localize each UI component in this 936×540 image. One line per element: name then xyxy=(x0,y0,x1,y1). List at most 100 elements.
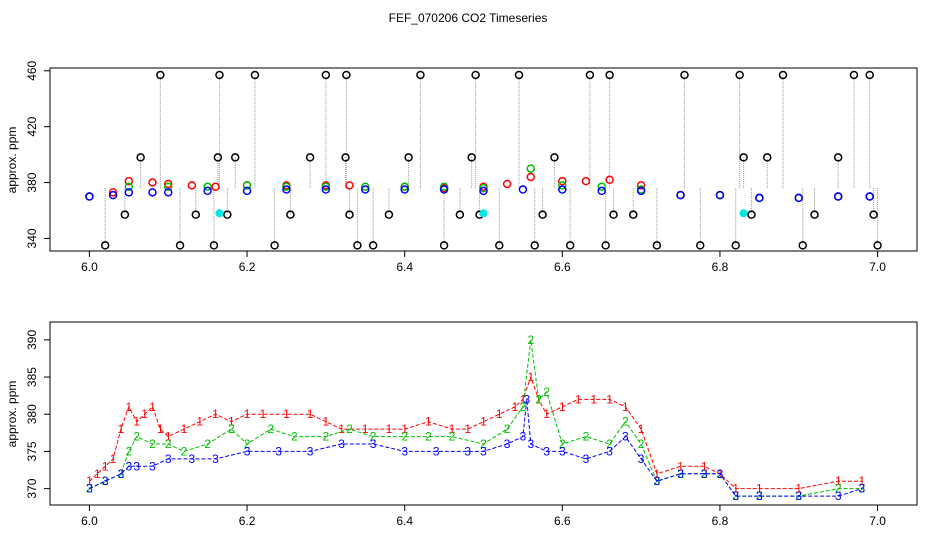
series-outliers-point xyxy=(404,153,413,162)
series-3-point xyxy=(242,186,252,196)
series-3-label: 3 xyxy=(717,467,724,481)
series-3-label: 3 xyxy=(125,459,132,473)
series-3-point xyxy=(715,190,725,200)
series-1-label: 1 xyxy=(654,467,661,481)
series-outliers-point xyxy=(731,241,740,250)
series-3-label: 3 xyxy=(520,430,527,444)
series-2-label: 2 xyxy=(204,437,211,451)
series-outliers-point xyxy=(305,153,315,162)
series-outliers-point xyxy=(869,210,878,219)
series-1-point xyxy=(502,179,512,189)
x-tick-label: 6.4 xyxy=(396,260,413,274)
x-tick-label: 6.4 xyxy=(396,514,413,528)
series-outliers-point xyxy=(495,241,504,250)
series-outliers-point xyxy=(585,70,595,80)
series-1-label: 1 xyxy=(559,400,566,414)
series-1-label: 1 xyxy=(149,400,156,414)
series-outliers-point xyxy=(605,70,614,80)
series-3-label: 3 xyxy=(654,474,661,488)
x-tick-label: 6.2 xyxy=(239,260,256,274)
x-tick-label: 6.2 xyxy=(239,514,256,528)
series-1-label: 1 xyxy=(102,459,109,473)
series-1-label: 1 xyxy=(133,415,140,429)
series-3-point xyxy=(558,185,567,194)
highlight-point xyxy=(215,209,224,218)
series-1-label: 1 xyxy=(338,422,345,436)
series-2-label: 2 xyxy=(835,482,842,496)
series-3-label: 3 xyxy=(858,482,865,496)
series-outliers-point xyxy=(865,70,874,80)
x-tick-label: 6.0 xyxy=(81,260,98,274)
series-2-point xyxy=(526,164,536,173)
series-1-label: 1 xyxy=(449,422,456,436)
series-1-label: 1 xyxy=(701,459,708,473)
series-3-label: 3 xyxy=(401,444,408,458)
series-3-label: 3 xyxy=(480,444,487,458)
series-3-label: 3 xyxy=(524,392,531,406)
series-outliers-point xyxy=(209,241,219,250)
series-outliers-point xyxy=(530,241,539,250)
series-outliers-point xyxy=(798,241,807,250)
series-2-label: 2 xyxy=(559,437,566,451)
series-2-point xyxy=(124,182,134,191)
series-2-label: 2 xyxy=(527,333,534,347)
series-2-point xyxy=(163,182,173,191)
series-3-point xyxy=(108,190,118,200)
series-3-label: 3 xyxy=(370,437,377,451)
series-3-point xyxy=(439,185,449,194)
series-1-label: 1 xyxy=(575,392,582,406)
series-2-label: 2 xyxy=(677,467,684,481)
series-2-point xyxy=(242,181,252,190)
series-outliers-point xyxy=(175,241,185,250)
series-1-label: 1 xyxy=(732,482,739,496)
series-outliers-point xyxy=(384,210,394,219)
series-1-label: 1 xyxy=(283,407,290,421)
x-tick-label: 6.6 xyxy=(554,260,571,274)
series-3-label: 3 xyxy=(795,489,802,503)
series-1-point xyxy=(558,176,567,186)
series-3-point xyxy=(479,186,488,196)
series-2-label: 2 xyxy=(504,422,511,436)
series-3-label: 3 xyxy=(244,444,251,458)
bottom-plot-frame xyxy=(49,321,918,506)
series-1-label: 1 xyxy=(512,400,519,414)
series-2-label: 2 xyxy=(638,437,645,451)
y-tick-label: 340 xyxy=(25,228,39,248)
series-1-point xyxy=(581,176,591,186)
series-1-label: 1 xyxy=(125,400,132,414)
series-outliers-point xyxy=(215,70,224,80)
series-3-label: 3 xyxy=(835,489,842,503)
series-3-label: 3 xyxy=(212,452,219,466)
series-3-label: 3 xyxy=(543,444,550,458)
series-2-point xyxy=(400,182,409,191)
series-1-point xyxy=(526,172,536,182)
series-2-label: 2 xyxy=(543,385,550,399)
series-1-point xyxy=(108,188,118,197)
series-2-label: 2 xyxy=(244,437,251,451)
y-tick-label: 380 xyxy=(25,172,39,192)
series-2-label: 2 xyxy=(858,482,865,496)
series-2-point xyxy=(479,183,488,193)
series-outliers-point xyxy=(739,153,748,162)
series-1-point xyxy=(163,179,173,189)
series-3-point xyxy=(865,192,874,201)
series-1-label: 1 xyxy=(622,400,629,414)
series-3-point xyxy=(794,193,804,203)
series-1-point xyxy=(636,181,646,190)
series-3-label: 3 xyxy=(433,444,440,458)
series-outliers-point xyxy=(696,241,705,250)
series-2-label: 2 xyxy=(165,437,172,451)
x-tick-label: 6.8 xyxy=(712,260,729,274)
series-3-label: 3 xyxy=(756,489,763,503)
series-1-label: 1 xyxy=(94,467,101,481)
series-3-point xyxy=(833,192,843,201)
series-3-label: 3 xyxy=(275,444,282,458)
series-outliers-point xyxy=(250,70,260,80)
series-outliers-point xyxy=(341,153,350,162)
series-2-label: 2 xyxy=(102,474,109,488)
series-1-label: 1 xyxy=(756,482,763,496)
series-1-point xyxy=(345,181,354,190)
series-outliers-point xyxy=(538,210,547,219)
series-3-label: 3 xyxy=(338,437,345,451)
